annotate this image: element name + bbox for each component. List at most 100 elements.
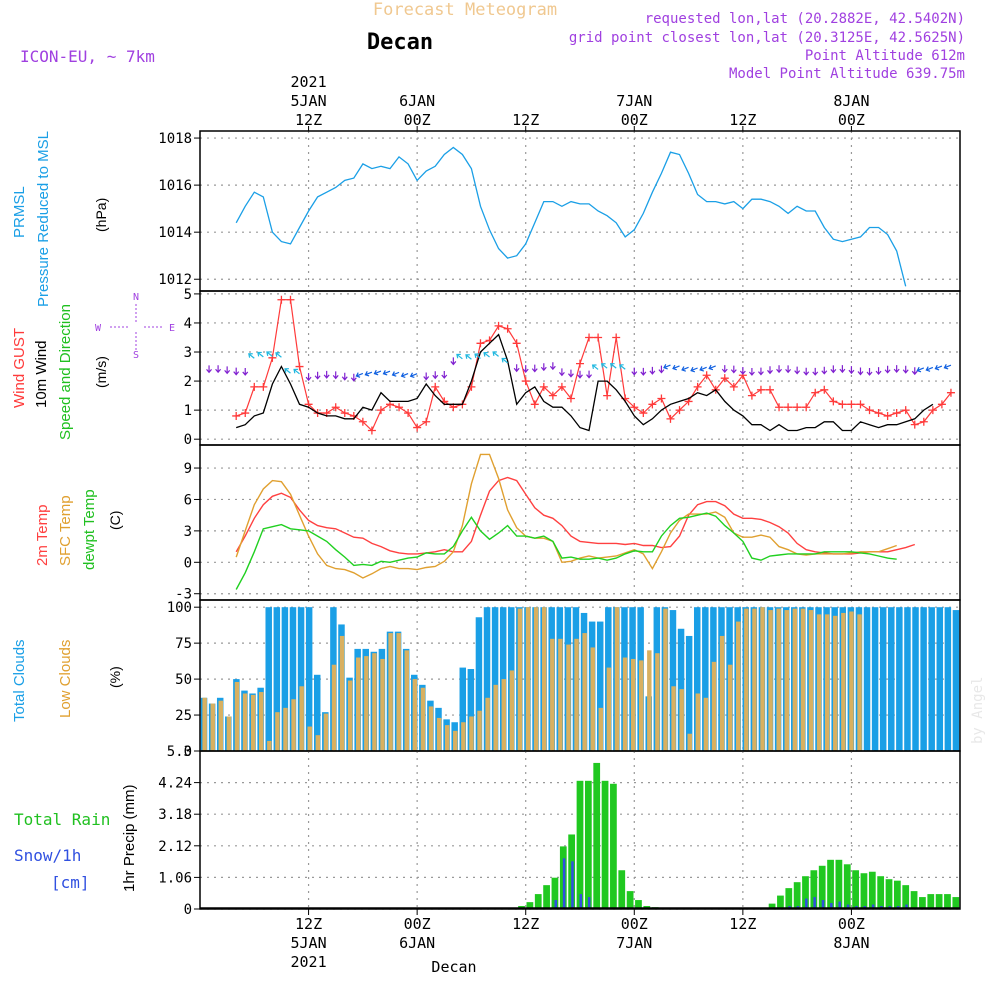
rain-bar (626, 891, 634, 909)
rain-bar (777, 895, 784, 909)
compass-rose: N S W E (95, 292, 175, 361)
low-cloud-bar (550, 638, 555, 751)
wind-direction-arrow (631, 367, 638, 376)
wind-panel: 0 1 2 3 4 5 Wind GUST 10m Wind Speed and Dire… (11, 287, 961, 448)
wind-direction-arrow (465, 354, 472, 360)
wind-direction-arrow (391, 371, 400, 377)
wind-10m-line (236, 333, 934, 432)
compass-east: E (169, 323, 175, 334)
wind-direction-arrow (275, 352, 282, 358)
bottom-time-label: 00Z (404, 915, 431, 933)
total-cloud-bar (467, 669, 475, 751)
low-cloud-bar (784, 610, 789, 751)
low-cloud-bar (849, 611, 854, 751)
temp-2m-line (235, 476, 916, 555)
wind-direction-arrow (341, 372, 348, 381)
low-cloud-bar (816, 614, 822, 751)
wind-direction-arrow (355, 372, 364, 378)
wind-direction-arrow (649, 366, 656, 375)
low-cloud-bar (323, 713, 329, 751)
wind-direction-arrow (558, 368, 565, 377)
precip-tick-label: 0 (184, 902, 192, 918)
bottom-time-label: 2021 (291, 953, 327, 971)
top-time-label: 00Z (838, 111, 865, 129)
gust-marker (539, 382, 548, 391)
low-cloud-bar (283, 707, 288, 751)
precip-frame (199, 750, 961, 910)
gust-marker (720, 374, 729, 383)
gust-marker (756, 385, 765, 394)
low-cloud-bar (275, 712, 280, 751)
wind-tick-label: 3 (184, 345, 192, 361)
gust-marker (367, 426, 376, 435)
gust-marker (576, 359, 584, 368)
low-cloud-bar (364, 656, 369, 751)
clouds-tick-label: 25 (175, 708, 192, 724)
wind-tick-label: 5 (184, 287, 192, 303)
wind-direction-arrow (540, 363, 547, 372)
snow-bar (587, 897, 591, 909)
wind-direction-arrow (591, 364, 599, 370)
wind-plot (206, 295, 955, 435)
low-cloud-bar (517, 608, 523, 751)
wind-direction-arrow (577, 370, 583, 379)
precip-tick-label: 4.24 (158, 776, 192, 792)
wind-direction-arrow (400, 372, 409, 378)
wind-direction-arrow (600, 363, 608, 369)
low-cloud-bar (210, 703, 215, 751)
low-cloud-bar (558, 638, 563, 751)
wind-y-ticks: 0 1 2 3 4 5 (184, 287, 200, 448)
low-cloud-bar (792, 608, 798, 751)
location-title: Decan (367, 30, 433, 55)
rain-bar (910, 891, 918, 909)
prmsl-label: PRMSL (11, 186, 28, 238)
bottom-time-label: 00Z (621, 915, 648, 933)
snow-bar (830, 903, 833, 909)
total-cloud-bar (871, 607, 879, 751)
low-cloud-bar (752, 608, 757, 751)
gust-marker (494, 321, 503, 330)
wind-direction-arrow (293, 368, 300, 375)
rain-bar (610, 783, 617, 909)
low-cloud-bar (509, 670, 515, 751)
low-cloud-bar (404, 650, 409, 751)
rain-bar (635, 900, 642, 909)
total-cloud-bar (904, 607, 911, 751)
wind-direction-arrow (875, 367, 882, 376)
snow-unit-label: [cm] (51, 873, 90, 892)
gust-marker (919, 417, 928, 426)
total-cloud-bar (297, 607, 305, 751)
credit-watermark: by Angel (970, 677, 986, 744)
pressure-reduced-label: Pressure Reduced to MSL (35, 131, 52, 307)
total-cloud-bar (912, 607, 919, 751)
clouds-unit: (%) (107, 666, 123, 688)
low-cloud-bar (493, 684, 498, 751)
low-cloud-bar (339, 635, 345, 751)
wind-direction-arrow (492, 351, 499, 357)
gust-marker (811, 388, 820, 397)
snow-bar (554, 900, 557, 909)
rain-bar (534, 894, 542, 909)
total-rain-label: Total Rain (14, 810, 110, 829)
wind-direction-arrow (567, 369, 574, 378)
wind-10m-label: 10m Wind (33, 340, 50, 408)
low-cloud-bar (218, 700, 224, 751)
wind-direction-arrow (785, 365, 792, 374)
gust-marker (413, 423, 422, 432)
wind-direction-arrow (206, 365, 213, 374)
temp-y-ticks: -3 0 3 6 9 (175, 461, 200, 603)
low-cloud-bar (687, 733, 692, 751)
wind-direction-arrow (699, 366, 707, 372)
wind-direction-arrow (739, 366, 746, 375)
wind-direction-arrow (522, 365, 529, 374)
temp-unit: (C) (107, 511, 123, 530)
gust-marker (521, 377, 530, 386)
gust-marker (775, 403, 784, 412)
rain-bar (810, 870, 818, 909)
low-cloud-bar (598, 707, 604, 751)
low-cloud-bar (590, 647, 595, 751)
low-cloud-bar (525, 607, 531, 751)
gust-marker (503, 324, 512, 333)
gust-marker (666, 414, 675, 423)
wind-direction-arrow (821, 366, 828, 375)
